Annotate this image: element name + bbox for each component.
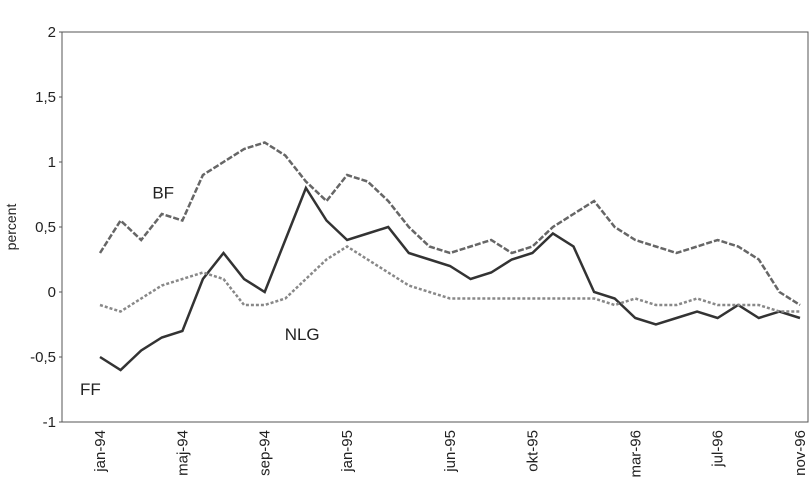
y-tick-label: -0,5 (30, 349, 56, 366)
line-series (99, 185, 801, 372)
x-tick-label: sep-94 (257, 430, 274, 476)
x-tick-label: maj-94 (174, 430, 191, 476)
y-tick-label: -1 (43, 414, 56, 431)
plot-frame (61, 31, 809, 423)
x-tick-label: jul-96 (710, 430, 727, 468)
annotation: NLG (285, 325, 320, 344)
y-tick-label: 2 (48, 24, 56, 41)
y-tick-label: 0,5 (35, 219, 56, 236)
y-tick-label: 1 (48, 154, 56, 171)
y-tick-label: 1,5 (35, 89, 56, 106)
x-tick-label: okt-95 (524, 430, 541, 472)
line-series (98, 141, 801, 307)
x-tick-label: mar-96 (627, 430, 644, 478)
x-tick-label: nov-96 (792, 430, 809, 476)
x-tick-label: jun-95 (442, 430, 459, 473)
annotation: FF (80, 380, 101, 399)
annotation: BF (152, 184, 174, 203)
y-tick-label: 0 (48, 284, 56, 301)
line-series (99, 245, 800, 313)
x-tick-label: jan-94 (92, 430, 109, 473)
y-axis-label: percent (3, 204, 19, 251)
x-tick-label: jan-95 (339, 430, 356, 473)
